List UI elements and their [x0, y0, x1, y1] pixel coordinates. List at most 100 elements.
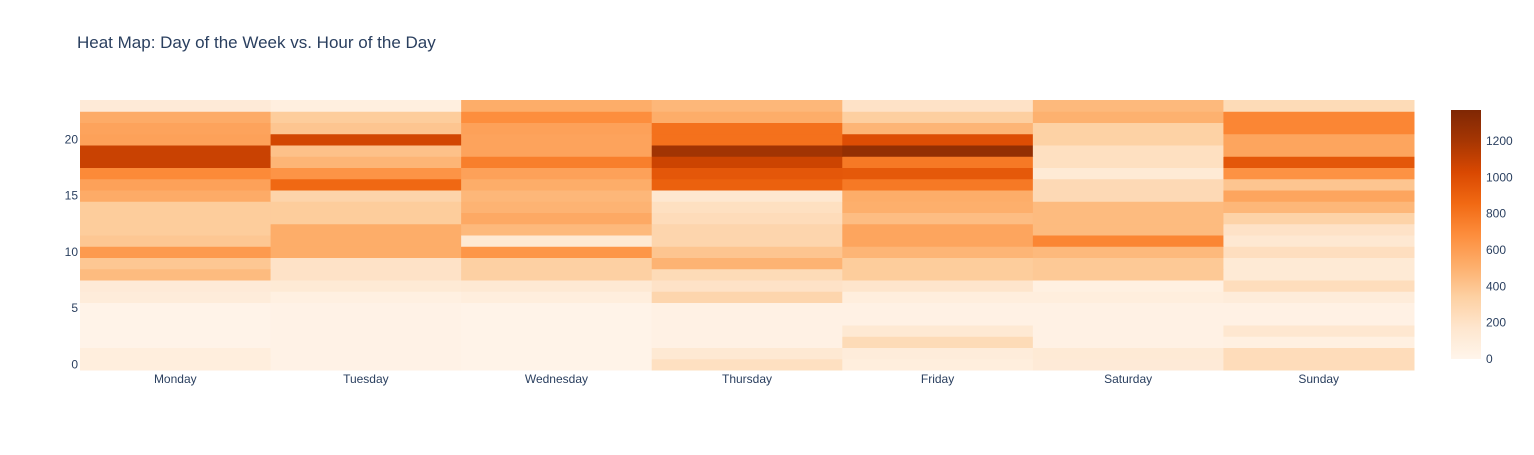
heatmap-cell-thursday-15: [651, 190, 843, 202]
heatmap-cell-friday-7: [842, 280, 1034, 292]
heatmap-cell-thursday-18: [651, 156, 843, 168]
heatmap-cell-monday-9: [80, 257, 272, 270]
heatmap-cell-wednesday-1: [461, 347, 653, 360]
heatmap-cell-friday-4: [842, 313, 1034, 326]
heatmap-cell-thursday-12: [651, 223, 843, 236]
heatmap-cell-sunday-16: [1223, 178, 1415, 191]
x-tick-label: Wednesday: [525, 372, 588, 386]
heatmap-cell-wednesday-15: [461, 190, 653, 202]
heatmap-cell-monday-22: [80, 111, 272, 123]
colorbar-gradient: [1451, 110, 1481, 359]
heatmap-cell-sunday-19: [1223, 145, 1415, 157]
heatmap-cell-monday-14: [80, 201, 272, 213]
heatmap-cell-monday-3: [80, 325, 272, 337]
heatmap-cell-monday-7: [80, 280, 272, 292]
heatmap-cell-sunday-1: [1223, 347, 1415, 360]
heatmap-cell-wednesday-21: [461, 122, 653, 135]
heatmap-cell-friday-1: [842, 347, 1034, 360]
heatmap-cell-sunday-23: [1223, 100, 1415, 112]
heatmap-cell-tuesday-0: [270, 358, 462, 371]
heatmap-cell-wednesday-20: [461, 133, 653, 146]
heatmap-cell-thursday-14: [651, 201, 843, 213]
heatmap-cell-sunday-8: [1223, 268, 1415, 281]
heatmap-cell-wednesday-17: [461, 167, 653, 180]
x-tick-label: Sunday: [1298, 372, 1339, 386]
heatmap-cell-friday-20: [842, 133, 1034, 146]
heatmap-cell-sunday-14: [1223, 201, 1415, 213]
heatmap-cell-sunday-5: [1223, 302, 1415, 315]
heatmap-cell-saturday-20: [1032, 133, 1224, 146]
heatmap-cell-wednesday-22: [461, 111, 653, 123]
colorbar-tick-label: 1000: [1486, 170, 1513, 184]
x-tick-label: Monday: [154, 372, 197, 386]
heatmap-cell-saturday-12: [1032, 223, 1224, 236]
heatmap-cell-sunday-3: [1223, 325, 1415, 337]
heatmap-cell-monday-13: [80, 212, 272, 225]
heatmap-cell-monday-0: [80, 358, 272, 371]
heatmap-cell-monday-12: [80, 223, 272, 236]
heatmap-cell-sunday-20: [1223, 133, 1415, 146]
heatmap-cell-wednesday-12: [461, 223, 653, 236]
heatmap-cell-monday-11: [80, 235, 272, 247]
heatmap-cell-wednesday-2: [461, 336, 653, 348]
heatmap-cell-saturday-22: [1032, 111, 1224, 123]
heatmap-cell-wednesday-19: [461, 145, 653, 157]
heatmap-cell-monday-21: [80, 122, 272, 135]
heatmap-cell-tuesday-10: [270, 246, 462, 258]
heatmap-cell-wednesday-14: [461, 201, 653, 213]
heatmap-cell-monday-19: [80, 145, 272, 157]
heatmap-cell-wednesday-18: [461, 156, 653, 168]
heatmap-cell-saturday-23: [1032, 100, 1224, 112]
heatmap-cell-saturday-10: [1032, 246, 1224, 258]
heatmap-cell-tuesday-1: [270, 347, 462, 360]
heatmap-cell-friday-22: [842, 111, 1034, 123]
heatmap-cell-monday-18: [80, 156, 272, 168]
y-axis: 0 5 10 15 20: [65, 132, 79, 371]
heatmap-cell-thursday-16: [651, 178, 843, 191]
colorbar-tick-label: 1200: [1486, 134, 1513, 148]
colorbar-tick-label: 200: [1486, 316, 1506, 330]
heatmap-cell-friday-15: [842, 190, 1034, 202]
heatmap-cell-wednesday-13: [461, 212, 653, 225]
heatmap-cell-friday-3: [842, 325, 1034, 337]
colorbar: 0 200 400 600 800 1000 1200: [1451, 110, 1513, 366]
heatmap-cell-thursday-10: [651, 246, 843, 258]
heatmap-cell-tuesday-7: [270, 280, 462, 292]
heatmap-cell-thursday-5: [651, 302, 843, 315]
heatmap-cell-friday-2: [842, 336, 1034, 348]
heatmap-cell-monday-1: [80, 347, 272, 360]
heatmap-cell-wednesday-5: [461, 302, 653, 315]
heatmap-cell-wednesday-0: [461, 358, 653, 371]
heatmap-cell-friday-21: [842, 122, 1034, 135]
heatmap-cell-tuesday-17: [270, 167, 462, 180]
x-tick-label: Saturday: [1104, 372, 1152, 386]
colorbar-tick-label: 600: [1486, 243, 1506, 257]
y-tick-label: 15: [65, 189, 79, 203]
heatmap-cell-saturday-13: [1032, 212, 1224, 225]
heatmap-cell-tuesday-13: [270, 212, 462, 225]
heatmap-cell-wednesday-8: [461, 268, 653, 281]
heatmap-cell-sunday-21: [1223, 122, 1415, 135]
heatmap-cell-tuesday-20: [270, 133, 462, 146]
x-tick-label: Tuesday: [343, 372, 389, 386]
heatmap-cell-saturday-1: [1032, 347, 1224, 360]
heatmap-cell-sunday-6: [1223, 291, 1415, 303]
heatmap-cell-tuesday-12: [270, 223, 462, 236]
heatmap-cell-friday-6: [842, 291, 1034, 303]
heatmap-cell-thursday-19: [651, 145, 843, 157]
y-tick-label: 10: [65, 245, 79, 259]
x-tick-label: Thursday: [722, 372, 772, 386]
heatmap-cell-saturday-4: [1032, 313, 1224, 326]
heatmap-cell-tuesday-6: [270, 291, 462, 303]
heatmap-cell-thursday-17: [651, 167, 843, 180]
colorbar-tick-label: 0: [1486, 352, 1493, 366]
heatmap-cell-wednesday-16: [461, 178, 653, 191]
heatmap-cell-saturday-6: [1032, 291, 1224, 303]
heatmap-cell-friday-23: [842, 100, 1034, 112]
heatmap-cell-tuesday-16: [270, 178, 462, 191]
heatmap-cell-tuesday-14: [270, 201, 462, 213]
heatmap-cell-thursday-20: [651, 133, 843, 146]
heatmap-cell-sunday-12: [1223, 223, 1415, 236]
